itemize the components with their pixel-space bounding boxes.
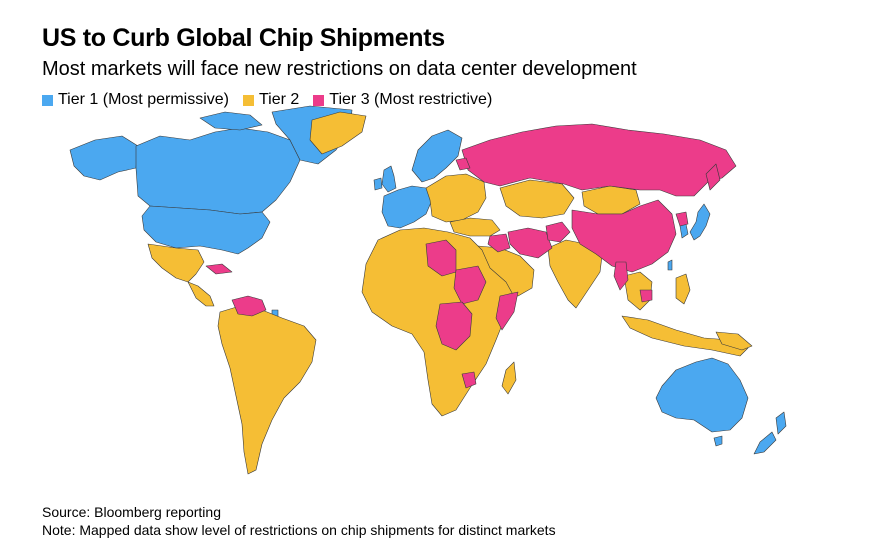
chart-title: US to Curb Global Chip Shipments: [42, 24, 445, 52]
region-japan: [689, 203, 711, 241]
region-eastern-europe: [425, 173, 487, 223]
source-note: Source: Bloomberg reporting: [42, 504, 221, 520]
region-indonesia: [621, 315, 749, 357]
region-kazakhstan: [499, 179, 575, 219]
region-china: [571, 199, 677, 273]
region-somalia: [495, 291, 519, 331]
legend-swatch-tier2: [242, 94, 254, 106]
region-cambodia: [639, 289, 653, 303]
region-uk: [381, 165, 397, 193]
tier3-regions: [205, 123, 737, 389]
legend-swatch-tier3: [313, 94, 325, 106]
region-south-korea: [679, 223, 689, 239]
region-usa: [141, 205, 271, 255]
region-north-korea: [675, 211, 689, 227]
region-mexico: [147, 243, 205, 283]
region-svalbard: [309, 111, 367, 155]
region-belarus: [455, 157, 471, 171]
region-iran: [507, 227, 553, 259]
legend: Tier 1 (Most permissive) Tier 2 Tier 3 (…: [42, 91, 506, 109]
region-sudan: [453, 265, 487, 305]
region-cuba: [205, 263, 233, 275]
region-canada-arctic: [199, 111, 263, 131]
region-ireland: [373, 177, 383, 191]
region-western-europe: [381, 185, 433, 229]
footer: Source: Bloomberg reporting Note: Mapped…: [42, 503, 556, 539]
region-scandinavia: [411, 129, 463, 183]
legend-item-tier2: Tier 2: [242, 91, 300, 109]
region-kamchatka: [705, 163, 721, 191]
region-drc: [435, 301, 473, 351]
legend-item-tier1: Tier 1 (Most permissive): [42, 91, 229, 109]
region-png: [715, 331, 753, 351]
region-myanmar: [613, 261, 629, 291]
region-philippines: [675, 273, 691, 305]
region-south-america: [217, 305, 317, 475]
region-russia: [461, 123, 737, 197]
region-turkey: [449, 217, 501, 237]
world-map: [0, 105, 889, 490]
map-note: Note: Mapped data show level of restrict…: [42, 522, 556, 538]
legend-item-tier3: Tier 3 (Most restrictive): [313, 91, 492, 109]
chart-subtitle: Most markets will face new restrictions …: [42, 58, 637, 80]
region-new-zealand-south: [753, 431, 777, 455]
region-tasmania: [713, 435, 723, 447]
region-madagascar: [501, 361, 517, 395]
region-canada: [135, 127, 301, 215]
region-central-america: [187, 281, 215, 307]
region-australia: [655, 357, 749, 433]
region-venezuela: [231, 295, 267, 317]
region-zimbabwe: [461, 371, 477, 389]
legend-swatch-tier1: [42, 94, 53, 106]
region-taiwan: [667, 259, 673, 271]
legend-label-tier1: Tier 1 (Most permissive): [58, 91, 229, 108]
legend-label-tier2: Tier 2: [258, 91, 300, 108]
region-iraq: [487, 233, 511, 253]
region-afghanistan: [545, 221, 571, 243]
region-new-zealand: [775, 411, 787, 435]
legend-label-tier3: Tier 3 (Most restrictive): [329, 91, 493, 108]
region-alaska: [69, 135, 139, 181]
